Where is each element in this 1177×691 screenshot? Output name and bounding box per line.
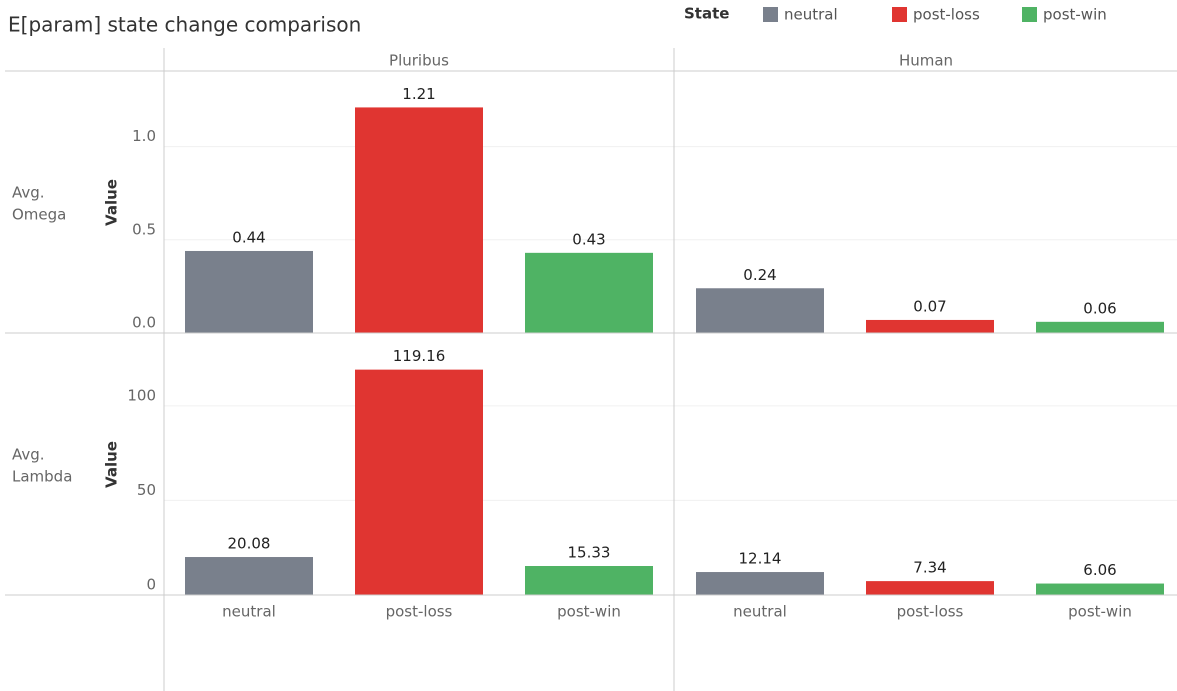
bar <box>185 557 313 595</box>
bar <box>185 250 313 333</box>
x-tick-label: neutral <box>222 603 276 621</box>
value-label: 0.06 <box>1083 299 1116 317</box>
y-tick-label: 0.5 <box>132 220 156 238</box>
value-label: 20.08 <box>228 535 271 553</box>
x-tick-label: neutral <box>733 603 787 621</box>
bar <box>1036 321 1164 333</box>
bar <box>696 288 824 333</box>
x-tick-label: post-loss <box>386 603 453 621</box>
legend-label: neutral <box>784 6 838 24</box>
column-header: Human <box>899 52 953 70</box>
legend-title: State <box>684 5 729 23</box>
value-label: 15.33 <box>568 544 611 562</box>
chart-title: E[param] state change comparison <box>8 13 361 37</box>
value-label: 0.07 <box>913 297 946 315</box>
value-label: 1.21 <box>402 85 435 103</box>
row-label: Avg. Omega <box>12 183 66 223</box>
value-label: 12.14 <box>739 550 782 568</box>
value-label: 0.24 <box>743 266 776 284</box>
y-tick-label: 100 <box>127 386 156 404</box>
row-label: Avg. Lambda <box>12 445 72 485</box>
legend-label: post-win <box>1043 6 1107 24</box>
bar <box>525 252 653 333</box>
bar <box>525 566 653 595</box>
value-label: 0.43 <box>572 230 605 248</box>
axis-label: Value <box>103 441 121 488</box>
bar <box>355 369 483 595</box>
axis-label: Value <box>103 179 121 226</box>
y-tick-label: 50 <box>137 481 156 499</box>
legend-swatch <box>1022 7 1037 22</box>
legend-label: post-loss <box>913 6 980 24</box>
y-tick-label: 0.0 <box>132 314 156 332</box>
y-tick-label: 0 <box>146 576 156 594</box>
x-tick-label: post-win <box>1068 603 1132 621</box>
bar <box>1036 583 1164 595</box>
value-label: 119.16 <box>393 347 446 365</box>
x-tick-label: post-loss <box>897 603 964 621</box>
y-tick-label: 1.0 <box>132 127 156 145</box>
legend-swatch <box>892 7 907 22</box>
value-label: 0.44 <box>232 228 265 246</box>
value-label: 7.34 <box>913 559 946 577</box>
column-header: Pluribus <box>389 52 449 70</box>
bar <box>696 572 824 595</box>
value-label: 6.06 <box>1083 561 1116 579</box>
bar <box>866 319 994 333</box>
x-tick-label: post-win <box>557 603 621 621</box>
bar <box>866 581 994 595</box>
legend-swatch <box>763 7 778 22</box>
bar <box>355 107 483 334</box>
